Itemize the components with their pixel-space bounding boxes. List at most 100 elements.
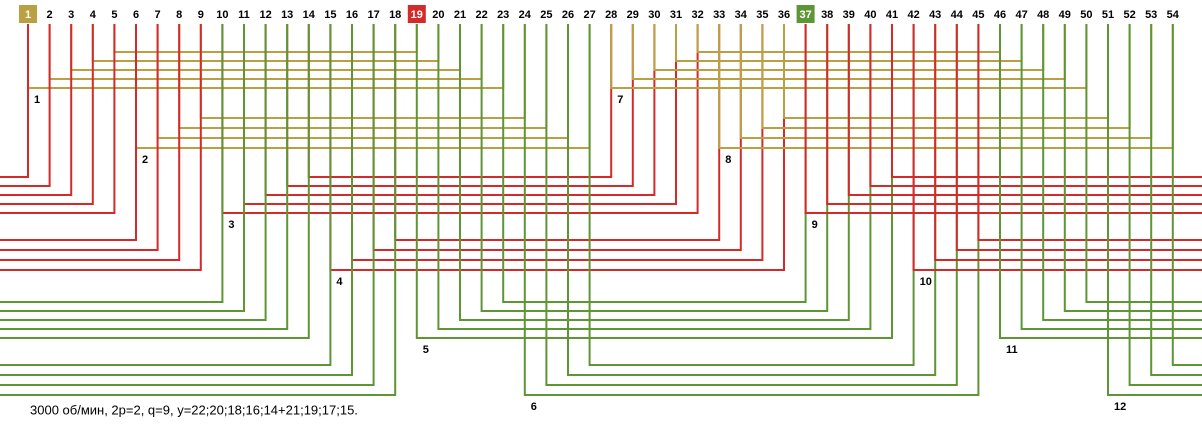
slot-label: 49 — [1059, 9, 1071, 21]
coil-wire — [0, 24, 332, 366]
coil-wire — [1150, 24, 1202, 376]
slot-label: 23 — [497, 9, 509, 21]
coil-wire — [739, 24, 1153, 139]
coil-wire — [955, 24, 1202, 251]
coil-wire — [847, 24, 1202, 196]
slot-label: 41 — [886, 9, 898, 21]
coil-wire — [869, 24, 1202, 187]
coil-wire — [0, 24, 159, 251]
coil-wire — [0, 24, 202, 271]
slot-label: 28 — [605, 9, 617, 21]
slot-label: 36 — [778, 9, 790, 21]
coil-wire — [0, 24, 353, 376]
group-label: 10 — [920, 276, 932, 288]
slot-label: 31 — [670, 9, 682, 21]
coil-wire — [0, 24, 137, 241]
coil-wire — [804, 24, 1202, 214]
slot-label: 10 — [216, 9, 228, 21]
group-label: 4 — [336, 276, 343, 288]
coil-wire — [0, 24, 224, 303]
group-label: 8 — [725, 154, 731, 166]
slot-label: 25 — [540, 9, 552, 21]
group-label: 12 — [1114, 401, 1126, 413]
coil-wire — [415, 24, 893, 339]
coil-wire — [761, 24, 1131, 129]
slot-label: 40 — [864, 9, 876, 21]
coil-wire — [1085, 24, 1202, 303]
slot-label: 43 — [929, 9, 941, 21]
caption: 3000 об/мин, 2р=2, q=9, y=22;20;18;16;14… — [30, 402, 358, 417]
slot-label: 20 — [432, 9, 444, 21]
slot-label: 15 — [324, 9, 336, 21]
slot-label: 37 — [799, 9, 811, 21]
slot-label: 18 — [389, 9, 401, 21]
coil-wire — [0, 24, 267, 321]
slot-label: 38 — [821, 9, 833, 21]
slot-label: 54 — [1167, 9, 1180, 21]
coil-wire — [1063, 24, 1202, 312]
coil-wire — [977, 24, 1202, 241]
group-label: 2 — [142, 154, 148, 166]
slot-label: 33 — [713, 9, 725, 21]
coil-wire — [718, 24, 1174, 149]
slot-label: 32 — [691, 9, 703, 21]
slot-label: 52 — [1123, 9, 1135, 21]
slot-label: 4 — [90, 9, 97, 21]
slot-label: 14 — [303, 9, 316, 21]
coil-wire — [0, 24, 29, 178]
coil-wire — [1171, 24, 1202, 366]
coil-wire — [351, 24, 764, 261]
slot-label: 48 — [1037, 9, 1049, 21]
slot-label: 2 — [47, 9, 53, 21]
slot-label: 29 — [627, 9, 639, 21]
coil-wire — [826, 24, 1202, 205]
coil-wire — [1042, 24, 1202, 321]
slot-label: 24 — [519, 9, 532, 21]
slot-label: 5 — [111, 9, 117, 21]
coil-wire — [0, 24, 289, 330]
slot-label: 9 — [198, 9, 204, 21]
coil-wire — [0, 24, 310, 339]
coil-wire — [0, 24, 181, 261]
coil-wire — [1020, 24, 1202, 330]
slot-label: 22 — [475, 9, 487, 21]
group-label: 3 — [228, 219, 234, 231]
slot-label: 50 — [1080, 9, 1092, 21]
coil-wire — [0, 24, 245, 312]
slot-label: 51 — [1102, 9, 1114, 21]
coil-wire — [891, 24, 1202, 178]
slot-label: 11 — [238, 9, 250, 21]
group-label: 6 — [531, 401, 537, 413]
coil-wire — [0, 24, 375, 386]
coil-wire — [156, 24, 569, 139]
group-label: 11 — [1006, 344, 1018, 356]
group-label: 1 — [34, 94, 40, 106]
slot-label: 7 — [155, 9, 161, 21]
coil-wire — [999, 24, 1202, 339]
coil-wire — [0, 24, 397, 396]
group-label: 7 — [617, 94, 623, 106]
slot-label: 30 — [648, 9, 660, 21]
slot-label: 3 — [68, 9, 74, 21]
coil-wire — [135, 24, 591, 149]
coil-wire — [567, 24, 937, 376]
coil-wire — [912, 24, 1202, 271]
slot-label: 13 — [281, 9, 293, 21]
coil-wire — [394, 24, 721, 241]
coil-wire — [0, 24, 94, 205]
coil-wire — [1107, 24, 1202, 396]
slot-label: 21 — [454, 9, 466, 21]
slot-label: 45 — [972, 9, 984, 21]
coil-wire — [178, 24, 548, 129]
coil-wire — [934, 24, 1202, 261]
coil-wire — [0, 24, 116, 214]
coil-wire — [0, 24, 51, 187]
slot-label: 35 — [756, 9, 768, 21]
coil-wire — [0, 24, 73, 196]
slot-label: 6 — [133, 9, 139, 21]
slot-label: 42 — [907, 9, 919, 21]
slot-label: 27 — [583, 9, 595, 21]
slot-label: 12 — [259, 9, 271, 21]
